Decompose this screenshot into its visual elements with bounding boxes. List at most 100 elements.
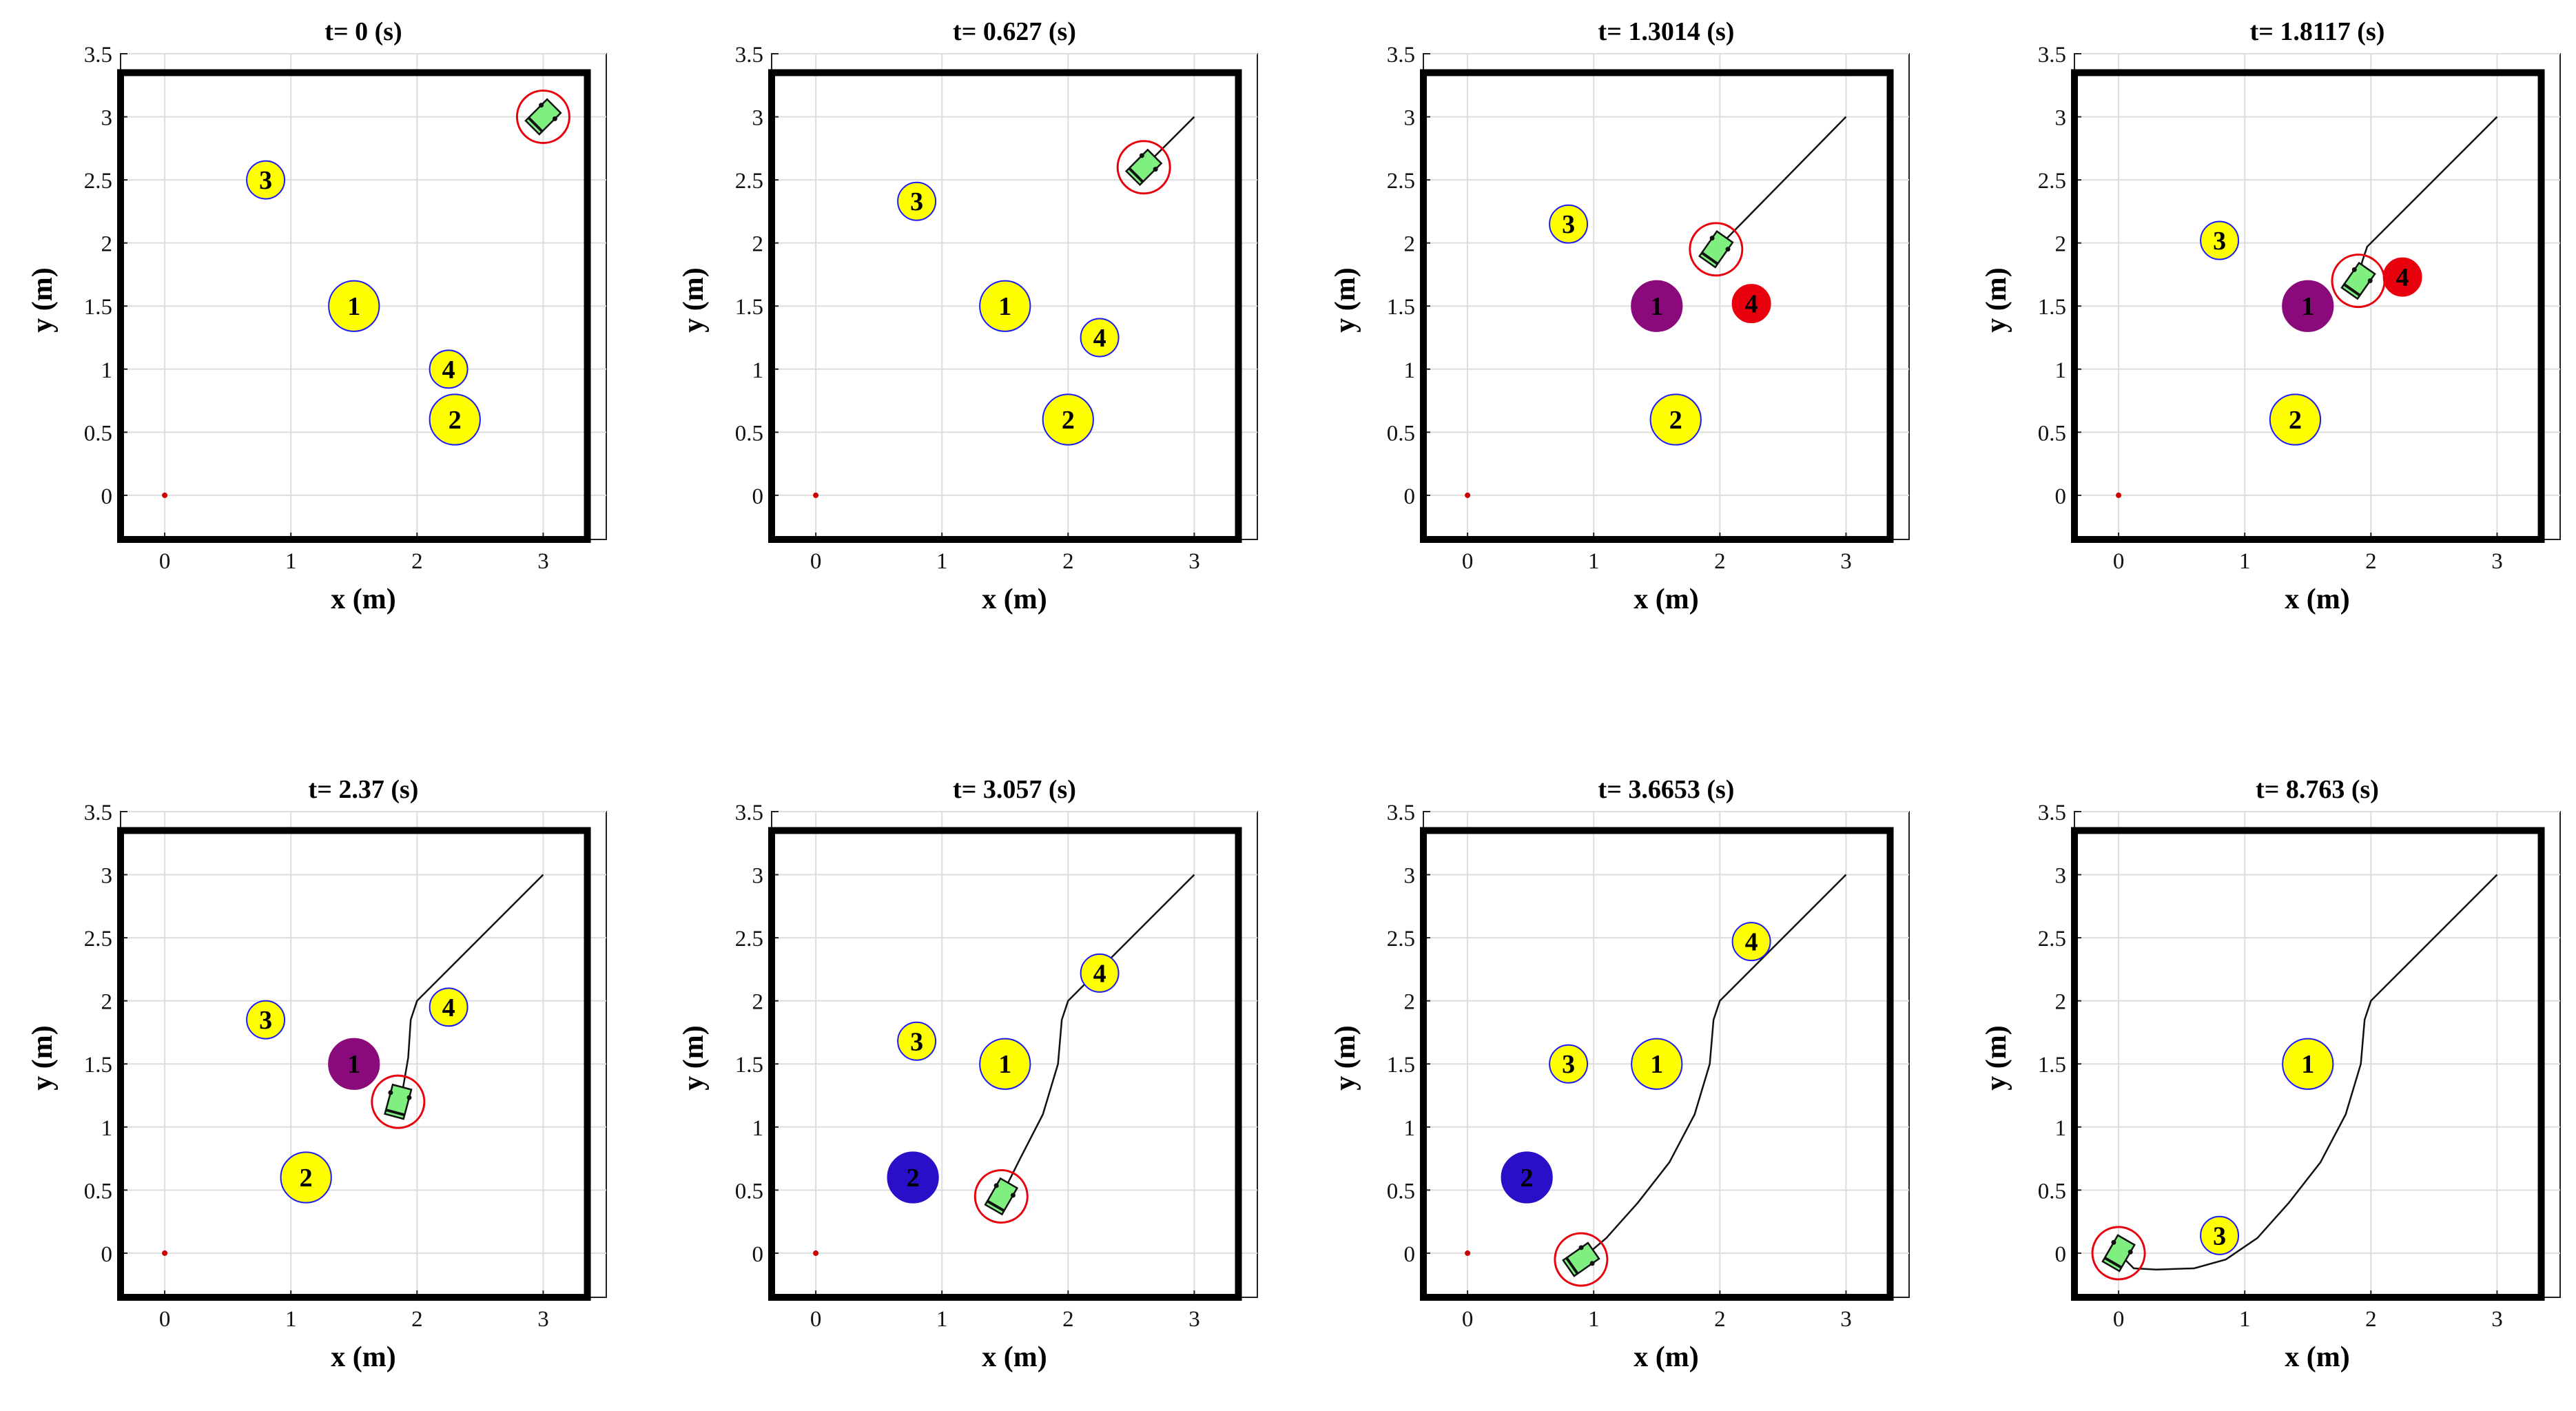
y-axis-label: y (m) (27, 267, 59, 332)
y-tick-label: 3.5 (2038, 43, 2066, 68)
goal-marker (2116, 492, 2122, 498)
robot (973, 1169, 1029, 1224)
robot-wheel (1578, 1245, 1584, 1250)
obstacle-label: 3 (910, 187, 923, 216)
y-axis-label: y (m) (678, 1025, 710, 1090)
obstacle-2 (1042, 393, 1094, 446)
y-tick-label: 3.5 (84, 801, 112, 825)
obstacle-2 (1649, 393, 1702, 446)
goal-marker (813, 492, 819, 498)
y-tick-label: 3.5 (1387, 43, 1415, 68)
y-tick-label: 1.5 (84, 295, 112, 320)
x-tick-label: 0 (810, 549, 822, 574)
x-tick-label: 2 (1714, 1307, 1726, 1332)
obstacle-label: 4 (442, 356, 455, 384)
y-tick-label: 2 (2055, 990, 2067, 1015)
plot-title: t= 2.37 (s) (309, 775, 419, 804)
y-tick-label: 2 (2055, 232, 2067, 257)
obstacle-label: 3 (2213, 227, 2226, 256)
x-axis-label: x (m) (2285, 1341, 2349, 1373)
workspace-boundary (1420, 69, 1894, 543)
robot (1689, 222, 1744, 277)
x-tick-label: 0 (159, 549, 171, 574)
robot-safety-ring (2331, 254, 2386, 309)
y-tick-label: 2 (752, 232, 764, 257)
y-tick-label: 0 (101, 1242, 113, 1267)
robot-wheel (388, 1090, 393, 1095)
y-tick-label: 0.5 (735, 421, 763, 446)
obstacle-label: 2 (907, 1164, 920, 1193)
x-axis-label: x (m) (1634, 584, 1698, 615)
y-tick-label: 2.5 (1387, 169, 1415, 194)
x-tick-label: 0 (810, 1307, 822, 1332)
plot-title: t= 3.6653 (s) (1598, 775, 1735, 804)
obstacle-label: 2 (449, 406, 462, 435)
y-axis-label: y (m) (678, 267, 710, 332)
obstacle-2 (280, 1151, 332, 1204)
y-tick-label: 0 (2055, 1242, 2067, 1267)
x-tick-label: 3 (1840, 1307, 1852, 1332)
x-tick-label: 2 (411, 1307, 423, 1332)
robot-safety-ring (515, 90, 570, 145)
obstacle-4 (429, 987, 468, 1027)
goal-marker (162, 492, 168, 498)
y-tick-label: 3 (101, 106, 113, 131)
robot-wheel (2127, 1249, 2133, 1255)
robot-trajectory (1715, 116, 1847, 250)
obstacle-4 (429, 349, 468, 389)
y-tick-label: 1.5 (84, 1053, 112, 1078)
y-tick-label: 2.5 (735, 169, 763, 194)
x-tick-label: 3 (1188, 549, 1200, 574)
y-tick-label: 1.5 (735, 1053, 763, 1078)
y-tick-label: 3 (2055, 864, 2067, 889)
obstacle-label: 2 (1521, 1164, 1534, 1193)
obstacle-label: 4 (1093, 324, 1106, 353)
y-tick-label: 3 (1404, 106, 1416, 131)
robot-safety-ring (371, 1074, 426, 1129)
y-tick-label: 1 (2055, 358, 2067, 383)
plot-panel: t= 1.3014 (s) 0 1 2 3 0 0.5 1 1.5 2 2.5 3 3.5 x (m) y … (1330, 17, 1910, 615)
robot-front-bumper (2343, 283, 2361, 297)
obstacle-label: 1 (347, 292, 360, 321)
x-tick-label: 2 (2365, 549, 2377, 574)
plot-title: t= 3.057 (s) (953, 775, 1076, 804)
y-tick-label: 1 (752, 358, 764, 383)
y-tick-label: 3.5 (1387, 801, 1415, 825)
robot-front-bumper (987, 1199, 1005, 1213)
plot-panel: t= 1.8117 (s) 0 1 2 3 0 0.5 1 1.5 2 2.5 3 3.5 x (m) y … (1981, 17, 2561, 615)
robot-front-bumper (2103, 1257, 2123, 1269)
y-tick-label: 1.5 (2038, 295, 2066, 320)
workspace-boundary (117, 69, 591, 543)
y-tick-label: 3 (1404, 864, 1416, 889)
y-tick-label: 1.5 (1387, 1053, 1415, 1078)
obstacle-3 (2200, 220, 2240, 260)
robot-safety-ring (1116, 140, 1171, 195)
y-tick-label: 0.5 (1387, 1179, 1415, 1204)
obstacle-label: 1 (1650, 292, 1663, 321)
y-tick-label: 0 (101, 484, 113, 509)
y-tick-label: 3 (2055, 106, 2067, 131)
x-axis-label: x (m) (982, 584, 1047, 615)
workspace-boundary (768, 69, 1242, 543)
x-tick-label: 3 (537, 1307, 549, 1332)
obstacle-3 (2200, 1215, 2240, 1255)
x-tick-label: 2 (1062, 1307, 1074, 1332)
obstacle-3 (246, 160, 286, 200)
obstacle-label: 3 (1562, 1050, 1575, 1079)
x-tick-label: 1 (1588, 549, 1600, 574)
robot-trajectory (2118, 874, 2498, 1270)
robot-front-bumper (1128, 167, 1144, 183)
y-tick-label: 1 (1404, 1116, 1416, 1141)
obstacle-label: 1 (2301, 292, 2314, 321)
x-axis-label: x (m) (1634, 1341, 1698, 1373)
robot-safety-ring (973, 1169, 1029, 1224)
x-tick-label: 2 (2365, 1307, 2377, 1332)
x-axis-label: x (m) (2285, 584, 2349, 615)
y-axis-label: y (m) (1330, 1025, 1361, 1090)
robot-front-bumper (385, 1109, 405, 1117)
robot (1116, 140, 1171, 195)
y-tick-label: 2 (101, 990, 113, 1015)
obstacle-1 (1631, 1038, 1683, 1090)
y-tick-label: 3.5 (84, 43, 112, 68)
y-tick-label: 2.5 (735, 927, 763, 951)
